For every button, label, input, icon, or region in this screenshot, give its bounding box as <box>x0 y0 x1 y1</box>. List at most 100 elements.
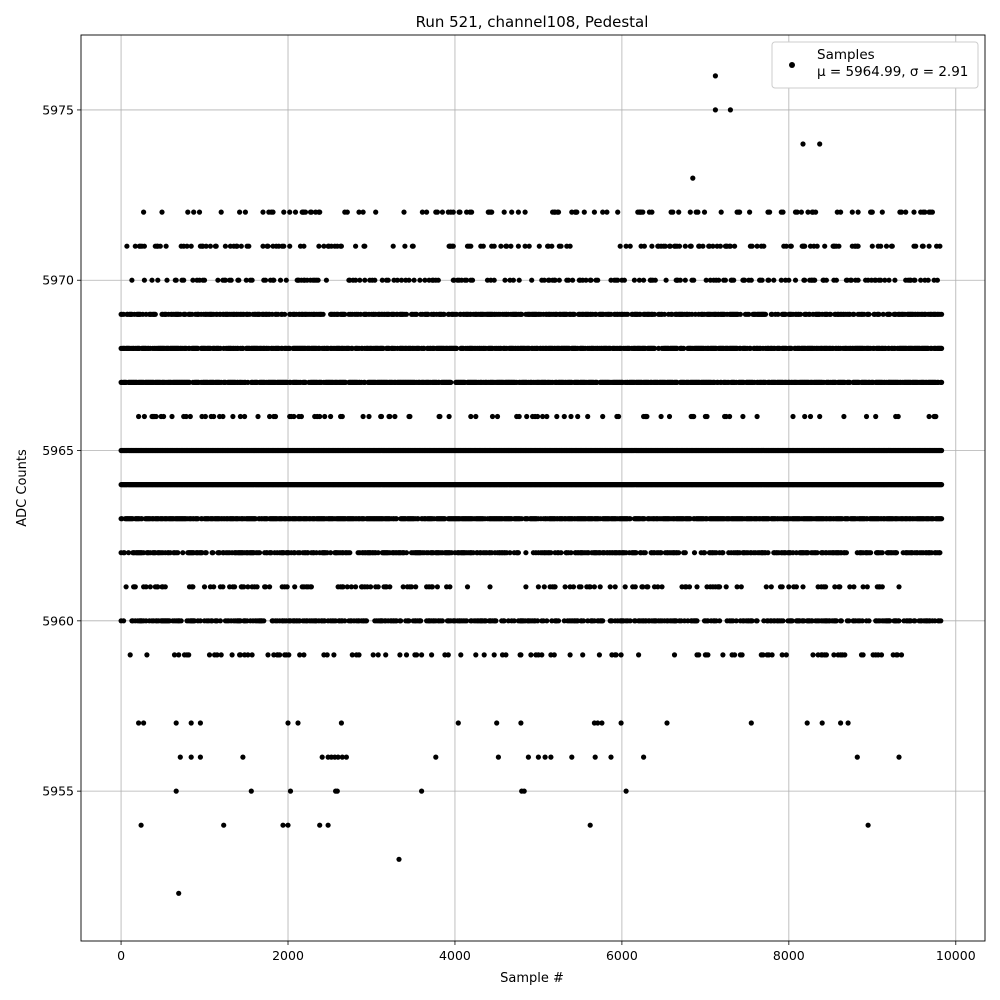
data-point <box>344 584 350 590</box>
data-point <box>567 652 573 658</box>
data-point <box>392 413 398 420</box>
data-point <box>255 413 261 420</box>
data-point <box>655 584 661 590</box>
data-point <box>837 584 843 590</box>
data-point <box>738 584 744 590</box>
data-point <box>214 652 220 658</box>
data-point <box>229 652 235 658</box>
data-point <box>262 584 269 590</box>
data-point <box>843 550 850 556</box>
data-point <box>831 652 837 658</box>
data-point <box>616 413 622 420</box>
data-point <box>121 618 127 624</box>
data-point <box>732 652 738 658</box>
data-point <box>800 584 806 590</box>
data-point <box>754 413 760 420</box>
data-point <box>493 618 499 624</box>
data-point <box>541 584 547 590</box>
data-point <box>544 413 550 420</box>
data-point <box>348 584 354 590</box>
data-point <box>186 652 192 658</box>
data-point <box>720 652 726 658</box>
data-point <box>400 584 406 590</box>
data-point <box>860 652 866 658</box>
data-point <box>161 413 167 420</box>
data-point <box>407 413 413 420</box>
data-point <box>413 584 419 590</box>
data-point <box>817 413 823 420</box>
data-point <box>487 584 493 590</box>
data-point <box>245 584 251 590</box>
data-point <box>180 550 186 556</box>
data-point <box>523 550 529 556</box>
data-point <box>206 652 213 658</box>
data-point <box>568 550 574 556</box>
data-point <box>429 652 435 658</box>
data-point <box>317 413 323 420</box>
data-point <box>551 652 557 658</box>
data-point <box>779 652 785 658</box>
data-point <box>887 618 893 624</box>
data-point <box>658 413 664 420</box>
data-point <box>265 652 271 658</box>
data-point <box>516 413 522 420</box>
data-point <box>769 652 775 658</box>
data-point <box>879 550 885 556</box>
data-point <box>691 550 698 556</box>
data-point <box>878 652 885 658</box>
data-point <box>587 584 593 590</box>
data-point <box>562 584 568 590</box>
data-point <box>937 550 943 556</box>
data-point <box>539 652 545 658</box>
data-point <box>464 618 470 624</box>
data-point <box>868 550 874 556</box>
data-point <box>926 413 932 420</box>
data-point <box>838 618 845 624</box>
data-point <box>370 652 376 658</box>
data-point <box>375 584 381 590</box>
data-point <box>387 413 393 420</box>
data-point <box>658 550 664 556</box>
data-point <box>437 413 443 420</box>
data-point <box>331 652 337 658</box>
data-point <box>272 413 279 420</box>
data-point <box>613 652 619 658</box>
data-point <box>939 379 945 385</box>
data-point <box>640 584 646 590</box>
data-point <box>242 413 248 420</box>
data-point <box>585 413 591 420</box>
data-point <box>434 584 440 590</box>
data-point <box>232 584 238 590</box>
data-point <box>491 652 497 658</box>
data-point <box>202 413 208 420</box>
data-point <box>147 584 153 590</box>
data-point <box>548 550 554 556</box>
data-point <box>524 413 530 420</box>
data-point <box>445 652 451 658</box>
data-point <box>489 413 496 420</box>
data-point <box>153 413 159 420</box>
data-point <box>642 550 648 556</box>
data-point <box>760 652 766 658</box>
data-point <box>155 584 161 590</box>
data-point <box>618 652 624 658</box>
data-point <box>324 652 330 658</box>
data-point <box>230 413 236 420</box>
data-point <box>717 618 723 624</box>
data-point <box>873 413 879 420</box>
data-point <box>217 618 223 624</box>
data-point <box>783 652 789 658</box>
data-point <box>523 584 529 590</box>
data-point <box>607 584 613 590</box>
data-point <box>408 584 415 590</box>
data-point <box>175 550 181 556</box>
data-point <box>301 652 307 658</box>
data-point <box>419 652 425 658</box>
data-point <box>535 618 541 624</box>
data-point <box>277 652 283 658</box>
data-point <box>895 413 901 420</box>
data-point <box>575 413 581 420</box>
data-point <box>414 652 420 658</box>
data-point <box>833 618 840 624</box>
data-point <box>568 413 574 420</box>
